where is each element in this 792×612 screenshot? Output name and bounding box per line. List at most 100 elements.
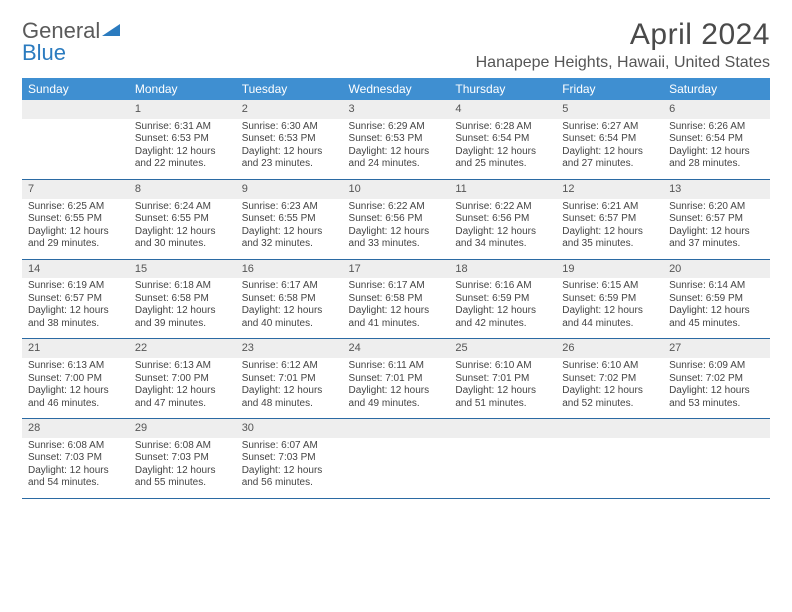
day-number-cell: 14 [22,259,129,278]
sunrise-line: Sunrise: 6:07 AM [242,440,337,453]
sunrise-line: Sunrise: 6:14 AM [669,280,764,293]
daylight-line: Daylight: 12 hours and 29 minutes. [28,226,123,251]
sunset-line: Sunset: 6:59 PM [562,293,657,306]
day-content-cell: Sunrise: 6:19 AMSunset: 6:57 PMDaylight:… [22,278,129,339]
day-content-cell: Sunrise: 6:26 AMSunset: 6:54 PMDaylight:… [663,119,770,180]
day-content-cell: Sunrise: 6:10 AMSunset: 7:02 PMDaylight:… [556,358,663,419]
day-number-cell: 24 [343,339,450,358]
daylight-line: Daylight: 12 hours and 22 minutes. [135,146,230,171]
sunset-line: Sunset: 6:57 PM [562,213,657,226]
day-content-row: Sunrise: 6:31 AMSunset: 6:53 PMDaylight:… [22,119,770,180]
day-number-row: 21222324252627 [22,339,770,358]
daylight-line: Daylight: 12 hours and 45 minutes. [669,305,764,330]
daylight-line: Daylight: 12 hours and 27 minutes. [562,146,657,171]
day-content-row: Sunrise: 6:19 AMSunset: 6:57 PMDaylight:… [22,278,770,339]
daylight-line: Daylight: 12 hours and 37 minutes. [669,226,764,251]
weekday-header: Sunday [22,78,129,100]
sunrise-line: Sunrise: 6:11 AM [349,360,444,373]
logo-triangle-icon [102,18,122,44]
day-content-cell: Sunrise: 6:25 AMSunset: 6:55 PMDaylight:… [22,199,129,260]
day-number-cell: 28 [22,419,129,438]
day-number-cell: 23 [236,339,343,358]
daylight-line: Daylight: 12 hours and 54 minutes. [28,465,123,490]
weekday-header: Thursday [449,78,556,100]
day-content-cell: Sunrise: 6:28 AMSunset: 6:54 PMDaylight:… [449,119,556,180]
day-number-cell [556,419,663,438]
day-content-cell: Sunrise: 6:16 AMSunset: 6:59 PMDaylight:… [449,278,556,339]
day-number-cell: 25 [449,339,556,358]
day-number-cell [663,419,770,438]
day-content-cell [22,119,129,180]
day-content-cell [343,438,450,499]
day-number-cell: 10 [343,179,450,198]
day-number-cell: 15 [129,259,236,278]
daylight-line: Daylight: 12 hours and 34 minutes. [455,226,550,251]
daylight-line: Daylight: 12 hours and 56 minutes. [242,465,337,490]
sunset-line: Sunset: 7:00 PM [135,373,230,386]
location: Hanapepe Heights, Hawaii, United States [476,54,770,72]
sunrise-line: Sunrise: 6:28 AM [455,121,550,134]
sunset-line: Sunset: 6:53 PM [135,133,230,146]
weekday-header: Saturday [663,78,770,100]
day-content-cell: Sunrise: 6:24 AMSunset: 6:55 PMDaylight:… [129,199,236,260]
day-number-row: 78910111213 [22,179,770,198]
calendar-table: SundayMondayTuesdayWednesdayThursdayFrid… [22,78,770,499]
daylight-line: Daylight: 12 hours and 28 minutes. [669,146,764,171]
sunrise-line: Sunrise: 6:24 AM [135,201,230,214]
day-content-cell: Sunrise: 6:13 AMSunset: 7:00 PMDaylight:… [22,358,129,419]
sunrise-line: Sunrise: 6:10 AM [455,360,550,373]
daylight-line: Daylight: 12 hours and 39 minutes. [135,305,230,330]
day-number-cell: 20 [663,259,770,278]
daylight-line: Daylight: 12 hours and 44 minutes. [562,305,657,330]
sunset-line: Sunset: 7:02 PM [669,373,764,386]
day-content-cell: Sunrise: 6:07 AMSunset: 7:03 PMDaylight:… [236,438,343,499]
sunrise-line: Sunrise: 6:17 AM [242,280,337,293]
sunrise-line: Sunrise: 6:25 AM [28,201,123,214]
daylight-line: Daylight: 12 hours and 25 minutes. [455,146,550,171]
day-content-cell: Sunrise: 6:09 AMSunset: 7:02 PMDaylight:… [663,358,770,419]
day-number-cell: 30 [236,419,343,438]
day-content-cell: Sunrise: 6:15 AMSunset: 6:59 PMDaylight:… [556,278,663,339]
sunset-line: Sunset: 6:59 PM [455,293,550,306]
day-number-cell: 1 [129,100,236,119]
day-content-cell: Sunrise: 6:17 AMSunset: 6:58 PMDaylight:… [343,278,450,339]
sunset-line: Sunset: 6:53 PM [242,133,337,146]
daylight-line: Daylight: 12 hours and 42 minutes. [455,305,550,330]
daylight-line: Daylight: 12 hours and 24 minutes. [349,146,444,171]
sunset-line: Sunset: 6:59 PM [669,293,764,306]
day-content-cell [663,438,770,499]
day-number-cell: 7 [22,179,129,198]
sunset-line: Sunset: 7:02 PM [562,373,657,386]
logo-text-blue: Blue [22,40,66,66]
day-number-cell: 13 [663,179,770,198]
day-number-cell: 11 [449,179,556,198]
day-content-cell: Sunrise: 6:08 AMSunset: 7:03 PMDaylight:… [22,438,129,499]
sunset-line: Sunset: 6:54 PM [455,133,550,146]
sunset-line: Sunset: 6:56 PM [349,213,444,226]
sunset-line: Sunset: 6:58 PM [349,293,444,306]
sunset-line: Sunset: 7:00 PM [28,373,123,386]
sunrise-line: Sunrise: 6:13 AM [135,360,230,373]
day-content-cell: Sunrise: 6:10 AMSunset: 7:01 PMDaylight:… [449,358,556,419]
day-number-cell: 22 [129,339,236,358]
daylight-line: Daylight: 12 hours and 32 minutes. [242,226,337,251]
sunrise-line: Sunrise: 6:19 AM [28,280,123,293]
sunrise-line: Sunrise: 6:13 AM [28,360,123,373]
sunrise-line: Sunrise: 6:29 AM [349,121,444,134]
weekday-header: Monday [129,78,236,100]
sunset-line: Sunset: 6:56 PM [455,213,550,226]
day-number-cell: 8 [129,179,236,198]
daylight-line: Daylight: 12 hours and 49 minutes. [349,385,444,410]
day-number-row: 282930 [22,419,770,438]
day-number-cell: 12 [556,179,663,198]
sunrise-line: Sunrise: 6:27 AM [562,121,657,134]
day-content-cell: Sunrise: 6:31 AMSunset: 6:53 PMDaylight:… [129,119,236,180]
sunrise-line: Sunrise: 6:10 AM [562,360,657,373]
day-number-cell: 16 [236,259,343,278]
sunrise-line: Sunrise: 6:20 AM [669,201,764,214]
sunrise-line: Sunrise: 6:08 AM [135,440,230,453]
day-content-cell: Sunrise: 6:22 AMSunset: 6:56 PMDaylight:… [449,199,556,260]
sunrise-line: Sunrise: 6:22 AM [349,201,444,214]
day-number-cell: 9 [236,179,343,198]
sunset-line: Sunset: 6:55 PM [28,213,123,226]
